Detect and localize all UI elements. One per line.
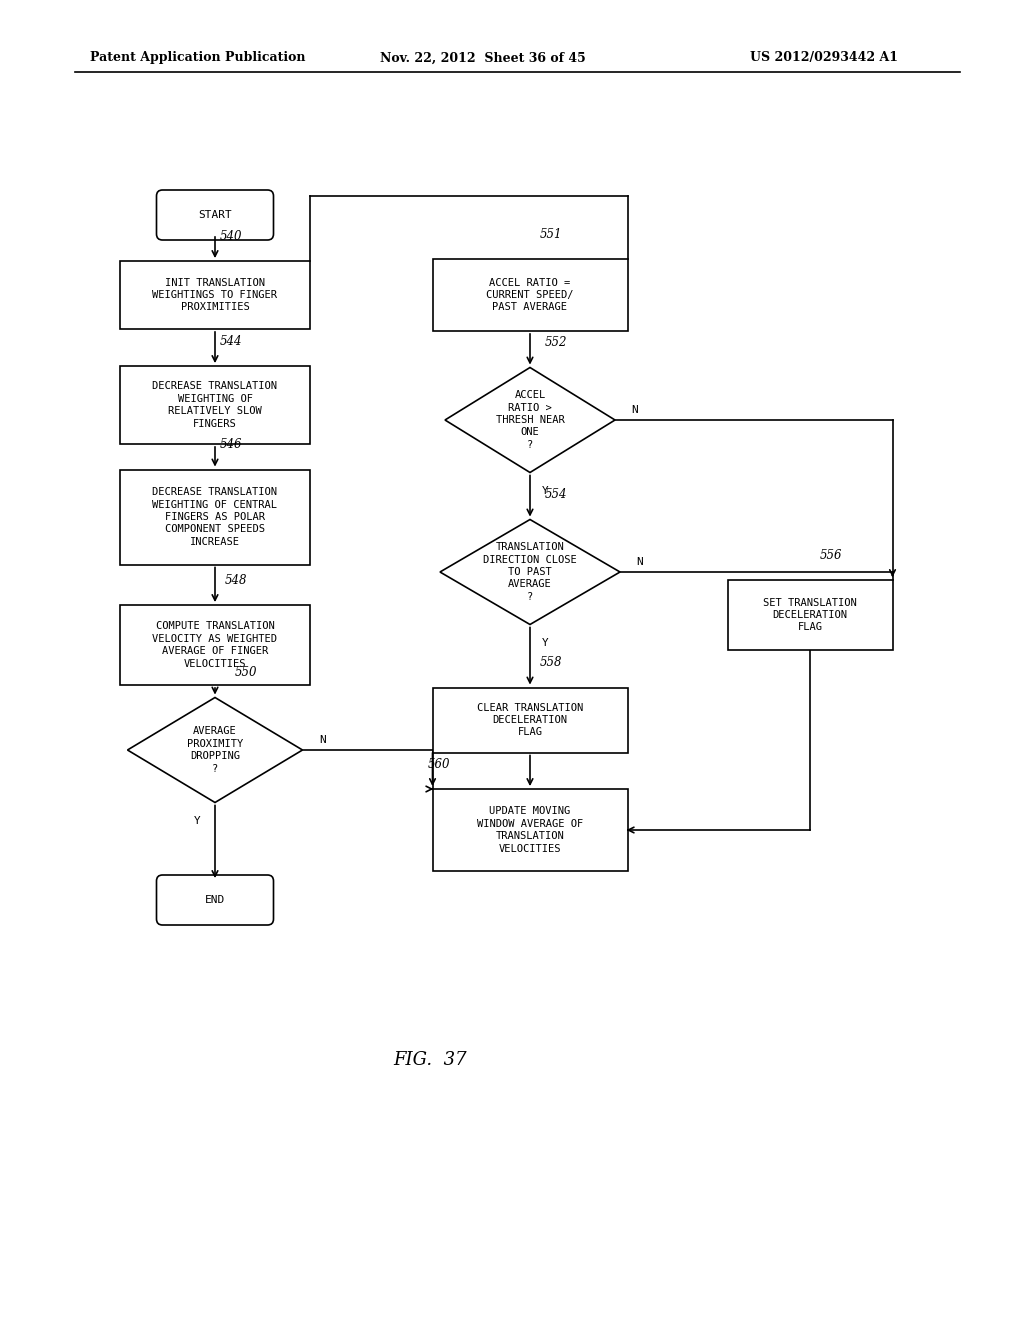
Text: 558: 558 bbox=[540, 656, 562, 669]
FancyBboxPatch shape bbox=[157, 875, 273, 925]
Text: UPDATE MOVING
WINDOW AVERAGE OF
TRANSLATION
VELOCITIES: UPDATE MOVING WINDOW AVERAGE OF TRANSLAT… bbox=[477, 807, 583, 854]
Text: 548: 548 bbox=[225, 574, 248, 587]
Bar bbox=[120, 470, 310, 565]
Text: 546: 546 bbox=[220, 438, 243, 451]
Text: DECREASE TRANSLATION
WEIGHTING OF CENTRAL
FINGERS AS POLAR
COMPONENT SPEEDS
INCR: DECREASE TRANSLATION WEIGHTING OF CENTRA… bbox=[153, 487, 278, 546]
Text: N: N bbox=[632, 405, 638, 414]
Bar bbox=[432, 259, 628, 331]
Text: 554: 554 bbox=[545, 488, 567, 502]
Text: END: END bbox=[205, 895, 225, 906]
Text: N: N bbox=[319, 735, 326, 744]
FancyBboxPatch shape bbox=[157, 190, 273, 240]
Text: 544: 544 bbox=[220, 335, 243, 348]
Text: N: N bbox=[637, 557, 643, 568]
Text: Y: Y bbox=[194, 816, 201, 825]
Text: Y: Y bbox=[542, 486, 549, 495]
Text: TRANSLATION
DIRECTION CLOSE
TO PAST
AVERAGE
?: TRANSLATION DIRECTION CLOSE TO PAST AVER… bbox=[483, 543, 577, 602]
Polygon shape bbox=[128, 697, 302, 803]
Bar bbox=[727, 579, 893, 649]
Text: ACCEL RATIO =
CURRENT SPEED/
PAST AVERAGE: ACCEL RATIO = CURRENT SPEED/ PAST AVERAG… bbox=[486, 277, 573, 313]
Text: AVERAGE
PROXIMITY
DROPPING
?: AVERAGE PROXIMITY DROPPING ? bbox=[186, 726, 243, 774]
Text: CLEAR TRANSLATION
DECELERATION
FLAG: CLEAR TRANSLATION DECELERATION FLAG bbox=[477, 702, 583, 738]
Text: COMPUTE TRANSLATION
VELOCITY AS WEIGHTED
AVERAGE OF FINGER
VELOCITIES: COMPUTE TRANSLATION VELOCITY AS WEIGHTED… bbox=[153, 622, 278, 669]
Text: 551: 551 bbox=[540, 228, 562, 242]
Bar bbox=[432, 789, 628, 871]
Text: INIT TRANSLATION
WEIGHTINGS TO FINGER
PROXIMITIES: INIT TRANSLATION WEIGHTINGS TO FINGER PR… bbox=[153, 277, 278, 313]
Text: 552: 552 bbox=[545, 337, 567, 350]
Text: 540: 540 bbox=[220, 230, 243, 243]
Text: SET TRANSLATION
DECELERATION
FLAG: SET TRANSLATION DECELERATION FLAG bbox=[763, 598, 857, 632]
Text: START: START bbox=[198, 210, 231, 220]
Text: DECREASE TRANSLATION
WEIGHTING OF
RELATIVELY SLOW
FINGERS: DECREASE TRANSLATION WEIGHTING OF RELATI… bbox=[153, 381, 278, 429]
Text: Y: Y bbox=[542, 638, 549, 648]
Text: ACCEL
RATIO >
THRESH NEAR
ONE
?: ACCEL RATIO > THRESH NEAR ONE ? bbox=[496, 391, 564, 450]
Bar bbox=[120, 366, 310, 444]
Text: Patent Application Publication: Patent Application Publication bbox=[90, 51, 305, 65]
Polygon shape bbox=[445, 367, 615, 473]
Text: 560: 560 bbox=[427, 758, 450, 771]
Text: 550: 550 bbox=[234, 667, 257, 680]
Text: 556: 556 bbox=[820, 549, 843, 562]
Bar bbox=[120, 605, 310, 685]
Bar bbox=[432, 688, 628, 752]
Text: Nov. 22, 2012  Sheet 36 of 45: Nov. 22, 2012 Sheet 36 of 45 bbox=[380, 51, 586, 65]
Bar bbox=[120, 261, 310, 329]
Text: FIG.  37: FIG. 37 bbox=[393, 1051, 467, 1069]
Text: US 2012/0293442 A1: US 2012/0293442 A1 bbox=[750, 51, 898, 65]
Polygon shape bbox=[440, 520, 620, 624]
